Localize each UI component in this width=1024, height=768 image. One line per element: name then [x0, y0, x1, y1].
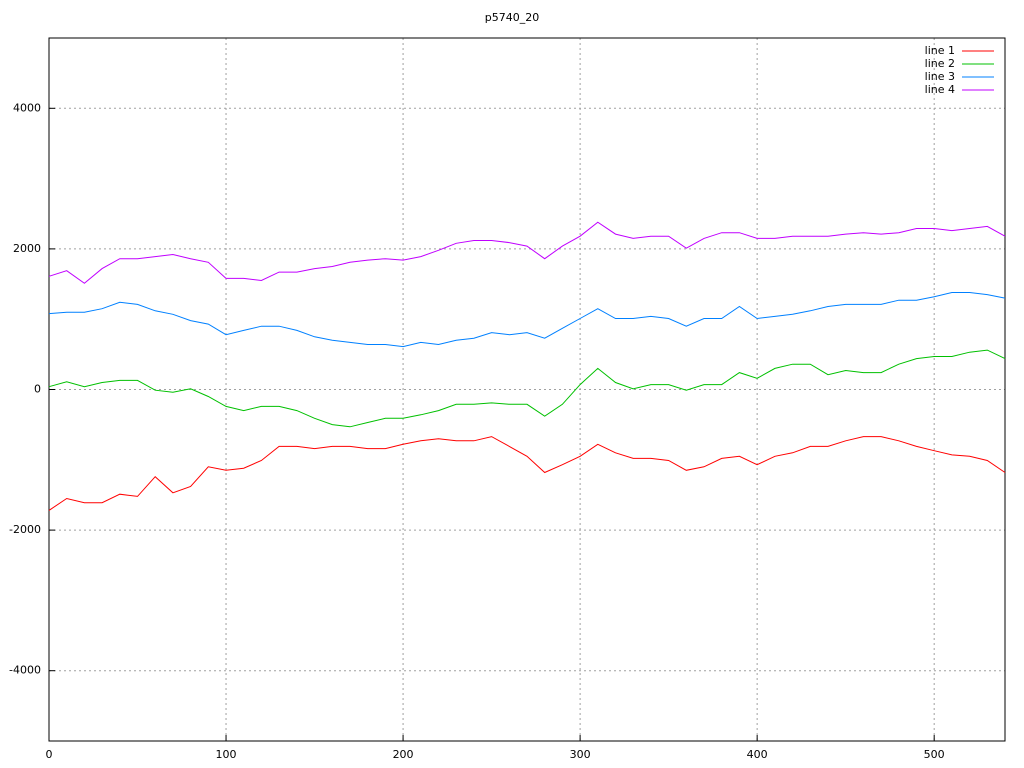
series-line	[48, 349, 1006, 428]
y-tick-label: -2000	[9, 523, 41, 536]
legend-label: line 2	[925, 57, 955, 70]
plot-border	[48, 37, 1006, 742]
y-tick-label: 2000	[13, 242, 41, 255]
x-tick-label: 500	[924, 748, 945, 761]
y-tick-label: 4000	[13, 101, 41, 114]
legend-label: line 3	[925, 70, 955, 83]
x-tick-label: 200	[393, 748, 414, 761]
legend-label: line 4	[925, 83, 955, 96]
y-tick-label: 0	[34, 383, 41, 396]
chart-title: p5740_20	[485, 11, 539, 24]
legend-label: line 1	[925, 44, 955, 57]
y-tick-label: -4000	[9, 664, 41, 677]
x-tick-label: 400	[747, 748, 768, 761]
series-line	[48, 221, 1006, 284]
x-tick-label: 300	[570, 748, 591, 761]
x-tick-label: 100	[216, 748, 237, 761]
series-line	[48, 292, 1006, 348]
series-line	[48, 436, 1006, 511]
x-tick-label: 0	[46, 748, 53, 761]
